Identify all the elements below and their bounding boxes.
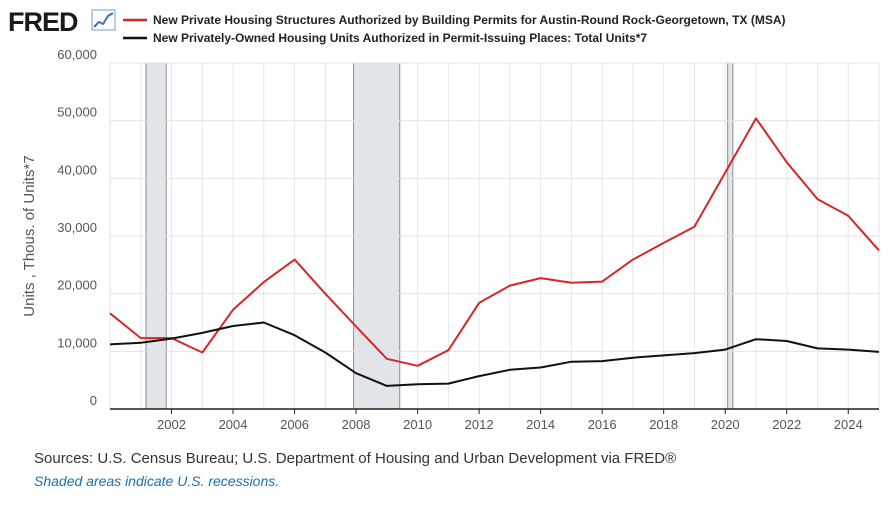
legend-label-red: New Private Housing Structures Authorize…: [153, 13, 785, 27]
series-lines: [109, 117, 880, 387]
y-tick-label: 40,000: [57, 162, 97, 177]
recession-note: Shaded areas indicate U.S. recessions.: [34, 473, 280, 489]
x-tick-label: 2012: [465, 417, 494, 432]
x-tick-label: 2014: [526, 417, 555, 432]
fred-logo-text: FRED: [8, 7, 78, 37]
y-tick-label: 10,000: [57, 335, 97, 350]
trend-line-icon: [91, 9, 116, 31]
x-axis: 2002 2004 2006 2008 2010 2012 2014 2016 2018 2020…: [110, 408, 879, 432]
x-tick-label: 2006: [280, 417, 309, 432]
x-tick-label: 2018: [649, 417, 678, 432]
y-tick-labels: 0 10,000 20,000 30,000 40,000 50,000 60,000: [57, 47, 97, 408]
x-tick-label: 2016: [588, 417, 617, 432]
y-tick-label: 0: [90, 393, 97, 408]
y-tick-label: 60,000: [57, 47, 97, 62]
legend-label-black: New Privately-Owned Housing Units Author…: [153, 31, 647, 45]
legend: New Private Housing Structures Authorize…: [123, 13, 785, 45]
y-tick-label: 50,000: [57, 105, 97, 120]
y-tick-label: 20,000: [57, 278, 97, 293]
fred-logo[interactable]: FRED: [8, 7, 116, 37]
x-tick-label: 2008: [342, 417, 371, 432]
x-tick-label: 2020: [711, 417, 740, 432]
y-tick-label: 30,000: [57, 220, 97, 235]
series-line-us-total-units[interactable]: [109, 321, 880, 387]
x-tick-label: 2024: [834, 417, 863, 432]
x-tick-label: 2022: [772, 417, 801, 432]
x-tick-label: 2004: [219, 417, 248, 432]
legend-item-black[interactable]: New Privately-Owned Housing Units Author…: [123, 31, 647, 45]
legend-item-red[interactable]: New Private Housing Structures Authorize…: [123, 13, 785, 27]
x-tick-label: 2010: [403, 417, 432, 432]
sources-text: Sources: U.S. Census Bureau; U.S. Depart…: [34, 450, 677, 467]
gridlines: [109, 62, 880, 409]
y-axis-title: Units , Thous. of Units*7: [21, 155, 38, 316]
x-tick-label: 2002: [157, 417, 186, 432]
series-line-austin-permits[interactable]: [109, 117, 880, 367]
